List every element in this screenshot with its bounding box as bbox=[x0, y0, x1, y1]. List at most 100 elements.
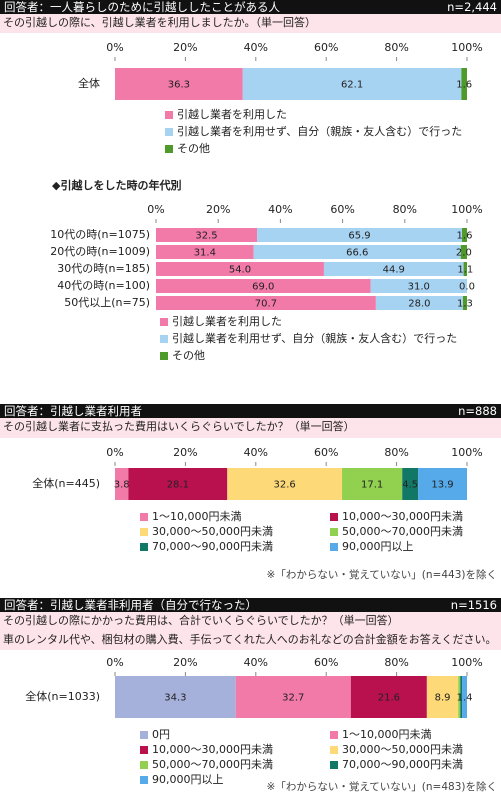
legend-label: 30,000～50,000円未満 bbox=[152, 525, 273, 538]
note: ※「わからない・覚えていない」(n=443)を除く bbox=[267, 568, 497, 581]
value-label: 17.1 bbox=[361, 480, 383, 491]
category-label: 全体(n=445) bbox=[32, 476, 100, 490]
value-label: 2.0 bbox=[456, 248, 472, 259]
legend-label: その他 bbox=[172, 349, 205, 362]
bar-segment bbox=[253, 245, 461, 259]
legend-label: その他 bbox=[177, 142, 210, 155]
legend-swatch bbox=[330, 543, 338, 551]
x-tick-label: 100% bbox=[451, 203, 482, 216]
legend-label: 50,000～70,000円未満 bbox=[152, 758, 273, 771]
question: その引越し業者に支払った費用はいくらぐらいでしたか？（単一回答） bbox=[3, 419, 355, 433]
bar-segment bbox=[128, 468, 228, 500]
legend-label: 1～10,000円未満 bbox=[342, 728, 432, 741]
legend-swatch bbox=[140, 543, 148, 551]
value-label: 0.0 bbox=[459, 282, 475, 293]
question: その引越しの際に、引越し業者を利用しましたか。（単一回答） bbox=[3, 15, 316, 29]
bar-segment bbox=[156, 228, 258, 242]
bar-segment bbox=[460, 676, 463, 718]
sample-size: n=1516 bbox=[451, 598, 497, 612]
legend-swatch bbox=[140, 746, 148, 754]
sample-size: n=2,444 bbox=[447, 0, 497, 14]
legend-label: 10,000～30,000円未満 bbox=[342, 510, 463, 523]
value-label: 13.9 bbox=[431, 480, 453, 491]
legend-swatch bbox=[165, 145, 173, 153]
bar-segment bbox=[156, 245, 254, 259]
x-tick-label: 40% bbox=[244, 656, 268, 669]
bar-segment bbox=[323, 262, 464, 276]
legend-label: 90,000円以上 bbox=[342, 540, 414, 553]
bar-segment bbox=[235, 676, 351, 718]
x-tick-label: 20% bbox=[173, 656, 197, 669]
legend-label: 1～10,000円未満 bbox=[152, 510, 242, 523]
value-label: 44.9 bbox=[383, 265, 405, 276]
question: その引越しの際にかかった費用は、合計でいくらぐらいでしたか？（単一回答） bbox=[3, 613, 399, 627]
question-bg bbox=[0, 612, 501, 650]
x-tick-label: 0% bbox=[147, 203, 164, 216]
bar-segment bbox=[350, 676, 427, 718]
x-tick-label: 100% bbox=[451, 656, 482, 669]
bar-segment bbox=[458, 676, 461, 718]
bar-segment bbox=[461, 68, 467, 100]
bar-segment bbox=[227, 468, 343, 500]
legend-label: 70,000～90,000円未満 bbox=[342, 758, 463, 771]
x-tick-label: 100% bbox=[451, 446, 482, 459]
legend-label: 10,000～30,000円未満 bbox=[152, 743, 273, 756]
category-label: 40代の時(n=100) bbox=[57, 279, 150, 292]
legend-swatch bbox=[330, 513, 338, 521]
bar-segment bbox=[242, 68, 462, 100]
bar-segment bbox=[402, 468, 419, 500]
value-label: 28.0 bbox=[408, 299, 430, 310]
value-label: 32.7 bbox=[282, 693, 304, 704]
value-label: 32.5 bbox=[195, 231, 217, 242]
value-label: 3.8 bbox=[114, 480, 130, 491]
legend-label: 引越し業者を利用せず、自分（親族・友人含む）で行った bbox=[172, 331, 457, 345]
category-label: 10代の時(n=1075) bbox=[50, 228, 150, 241]
x-tick-label: 0% bbox=[106, 41, 123, 54]
question-bg bbox=[0, 14, 501, 33]
category-label: 50代以上(n=75) bbox=[64, 296, 150, 309]
bar-segment bbox=[462, 676, 467, 718]
legend-swatch bbox=[140, 513, 148, 521]
legend-label: 0円 bbox=[152, 728, 170, 741]
x-tick-label: 100% bbox=[451, 41, 482, 54]
legend-label: 30,000～50,000円未満 bbox=[342, 743, 463, 756]
chart-subtitle: ◆引越しをした時の年代別 bbox=[52, 178, 181, 192]
legend-swatch bbox=[160, 352, 168, 360]
value-label: 31.4 bbox=[194, 248, 216, 259]
section-header-bg bbox=[0, 404, 501, 418]
legend-swatch bbox=[330, 528, 338, 536]
x-tick-label: 40% bbox=[268, 203, 292, 216]
x-tick-label: 80% bbox=[384, 446, 408, 459]
legend-swatch bbox=[165, 128, 173, 136]
legend-swatch bbox=[160, 318, 168, 326]
value-label: 4.5 bbox=[402, 480, 418, 491]
category-label: 全体 bbox=[78, 76, 100, 90]
legend-label: 引越し業者を利用した bbox=[172, 314, 282, 328]
bar-segment bbox=[156, 296, 376, 310]
legend-swatch bbox=[140, 528, 148, 536]
bar-segment bbox=[462, 228, 467, 242]
value-label: 54.0 bbox=[229, 265, 251, 276]
value-label: 32.6 bbox=[274, 480, 296, 491]
category-label: 全体(n=1033) bbox=[25, 689, 100, 703]
bar-segment bbox=[115, 68, 243, 100]
section-header-bg bbox=[0, 0, 501, 14]
value-label: 1.1 bbox=[457, 265, 473, 276]
x-tick-label: 60% bbox=[330, 203, 354, 216]
bar-segment bbox=[460, 245, 467, 259]
x-tick-label: 20% bbox=[206, 203, 230, 216]
respondent: 回答者：引越し業者非利用者（自分で行なった） bbox=[4, 598, 257, 612]
question: 車のレンタル代や、梱包材の購入費、手伝ってくれた人へのお礼などの合計金額をお答え… bbox=[3, 632, 496, 646]
bar-segment bbox=[156, 279, 371, 293]
section-header-bg bbox=[0, 598, 501, 612]
bar-segment bbox=[342, 468, 403, 500]
bar-segment bbox=[426, 676, 459, 718]
value-label: 65.9 bbox=[348, 231, 370, 242]
legend-label: 引越し業者を利用した bbox=[177, 107, 287, 121]
legend-label: 50,000～70,000円未満 bbox=[342, 525, 463, 538]
value-label: 31.0 bbox=[408, 282, 430, 293]
bar-segment bbox=[115, 676, 236, 718]
bar-segment bbox=[370, 279, 467, 293]
value-label: 28.1 bbox=[167, 480, 189, 491]
bar-segment bbox=[463, 262, 467, 276]
